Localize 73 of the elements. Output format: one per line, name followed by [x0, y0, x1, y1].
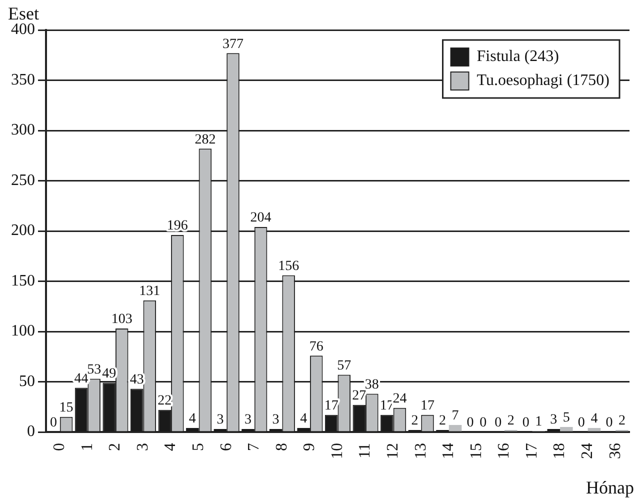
- bar: [560, 426, 573, 432]
- data-label: 4: [590, 412, 598, 427]
- data-label: 4: [188, 412, 196, 427]
- bar: [448, 424, 462, 432]
- x-tick-label: 17: [523, 443, 540, 459]
- y-tick-label: 400: [11, 21, 35, 38]
- data-label: 0: [50, 416, 57, 431]
- data-label: 3: [216, 412, 224, 428]
- x-tick-label: 5: [190, 443, 208, 451]
- data-label: 3: [244, 412, 252, 428]
- y-axis-title: Eset: [8, 4, 39, 24]
- data-label: 57: [337, 358, 352, 374]
- data-label: 22: [158, 394, 172, 409]
- data-label: 24: [392, 392, 407, 407]
- y-tick-label: 200: [11, 222, 35, 240]
- x-tick-label: 13: [412, 443, 430, 459]
- y-tick-label: 250: [11, 172, 35, 189]
- data-label: 4: [300, 412, 308, 427]
- data-label: 0: [480, 416, 487, 431]
- x-tick-label: 24: [579, 443, 596, 459]
- data-label: 131: [139, 284, 160, 300]
- x-tick-label: 1: [78, 443, 96, 451]
- y-tick-label: 300: [11, 122, 35, 139]
- x-tick-label: 0: [51, 443, 68, 451]
- y-tick-label: 50: [19, 372, 35, 390]
- data-label: 5: [562, 410, 570, 426]
- x-tick-label: 3: [134, 443, 152, 451]
- data-label: 2: [439, 414, 446, 429]
- data-label: 0: [522, 416, 530, 431]
- x-tick-label: 10: [328, 443, 346, 459]
- data-label: 3: [272, 412, 280, 428]
- data-label: 0: [578, 416, 585, 431]
- y-tick-label: 100: [11, 322, 35, 340]
- data-label: 0: [494, 416, 502, 431]
- data-label: 204: [250, 210, 272, 226]
- data-label: 27: [352, 388, 366, 404]
- x-tick-label: 7: [246, 443, 263, 451]
- x-tick-label: 36: [606, 443, 624, 459]
- data-label: 17: [324, 398, 338, 414]
- data-label: 76: [309, 339, 324, 354]
- y-tick-label: 350: [11, 71, 35, 88]
- x-axis-title: Hónap: [586, 478, 634, 498]
- x-tick-label: 16: [496, 443, 513, 459]
- x-tick-label: 18: [551, 443, 568, 459]
- y-tick-label: 150: [11, 272, 35, 290]
- data-label: 3: [550, 412, 558, 428]
- data-label: 17: [420, 398, 434, 414]
- legend-label: Fistula (243): [476, 48, 559, 66]
- legend-label: Tu.oesophagi (1750): [476, 72, 610, 90]
- x-tick-label: 2: [106, 443, 124, 451]
- x-tick-label: 4: [162, 443, 180, 451]
- x-tick-label: 15: [468, 443, 485, 459]
- x-tick-label: 14: [440, 443, 458, 459]
- x-tick-label: 11: [356, 443, 374, 458]
- data-label: 2: [411, 414, 418, 429]
- x-tick-label: 12: [384, 443, 402, 459]
- x-tick-label: 9: [301, 443, 318, 451]
- data-label: 15: [59, 400, 74, 416]
- data-label: 0: [466, 416, 474, 431]
- data-label: 1: [535, 414, 542, 430]
- bar: [588, 428, 601, 432]
- data-label: 156: [278, 258, 300, 274]
- data-label: 282: [194, 132, 216, 148]
- data-label: 2: [618, 414, 626, 429]
- data-label: 103: [111, 312, 132, 328]
- data-label: 0: [606, 416, 613, 431]
- data-label: 53: [87, 362, 102, 378]
- x-tick-label: 8: [273, 443, 290, 451]
- data-label: 7: [452, 408, 459, 424]
- x-tick-label: 6: [218, 443, 235, 451]
- data-label: 196: [166, 218, 188, 234]
- data-label: 377: [222, 36, 244, 52]
- data-label: 2: [507, 414, 514, 429]
